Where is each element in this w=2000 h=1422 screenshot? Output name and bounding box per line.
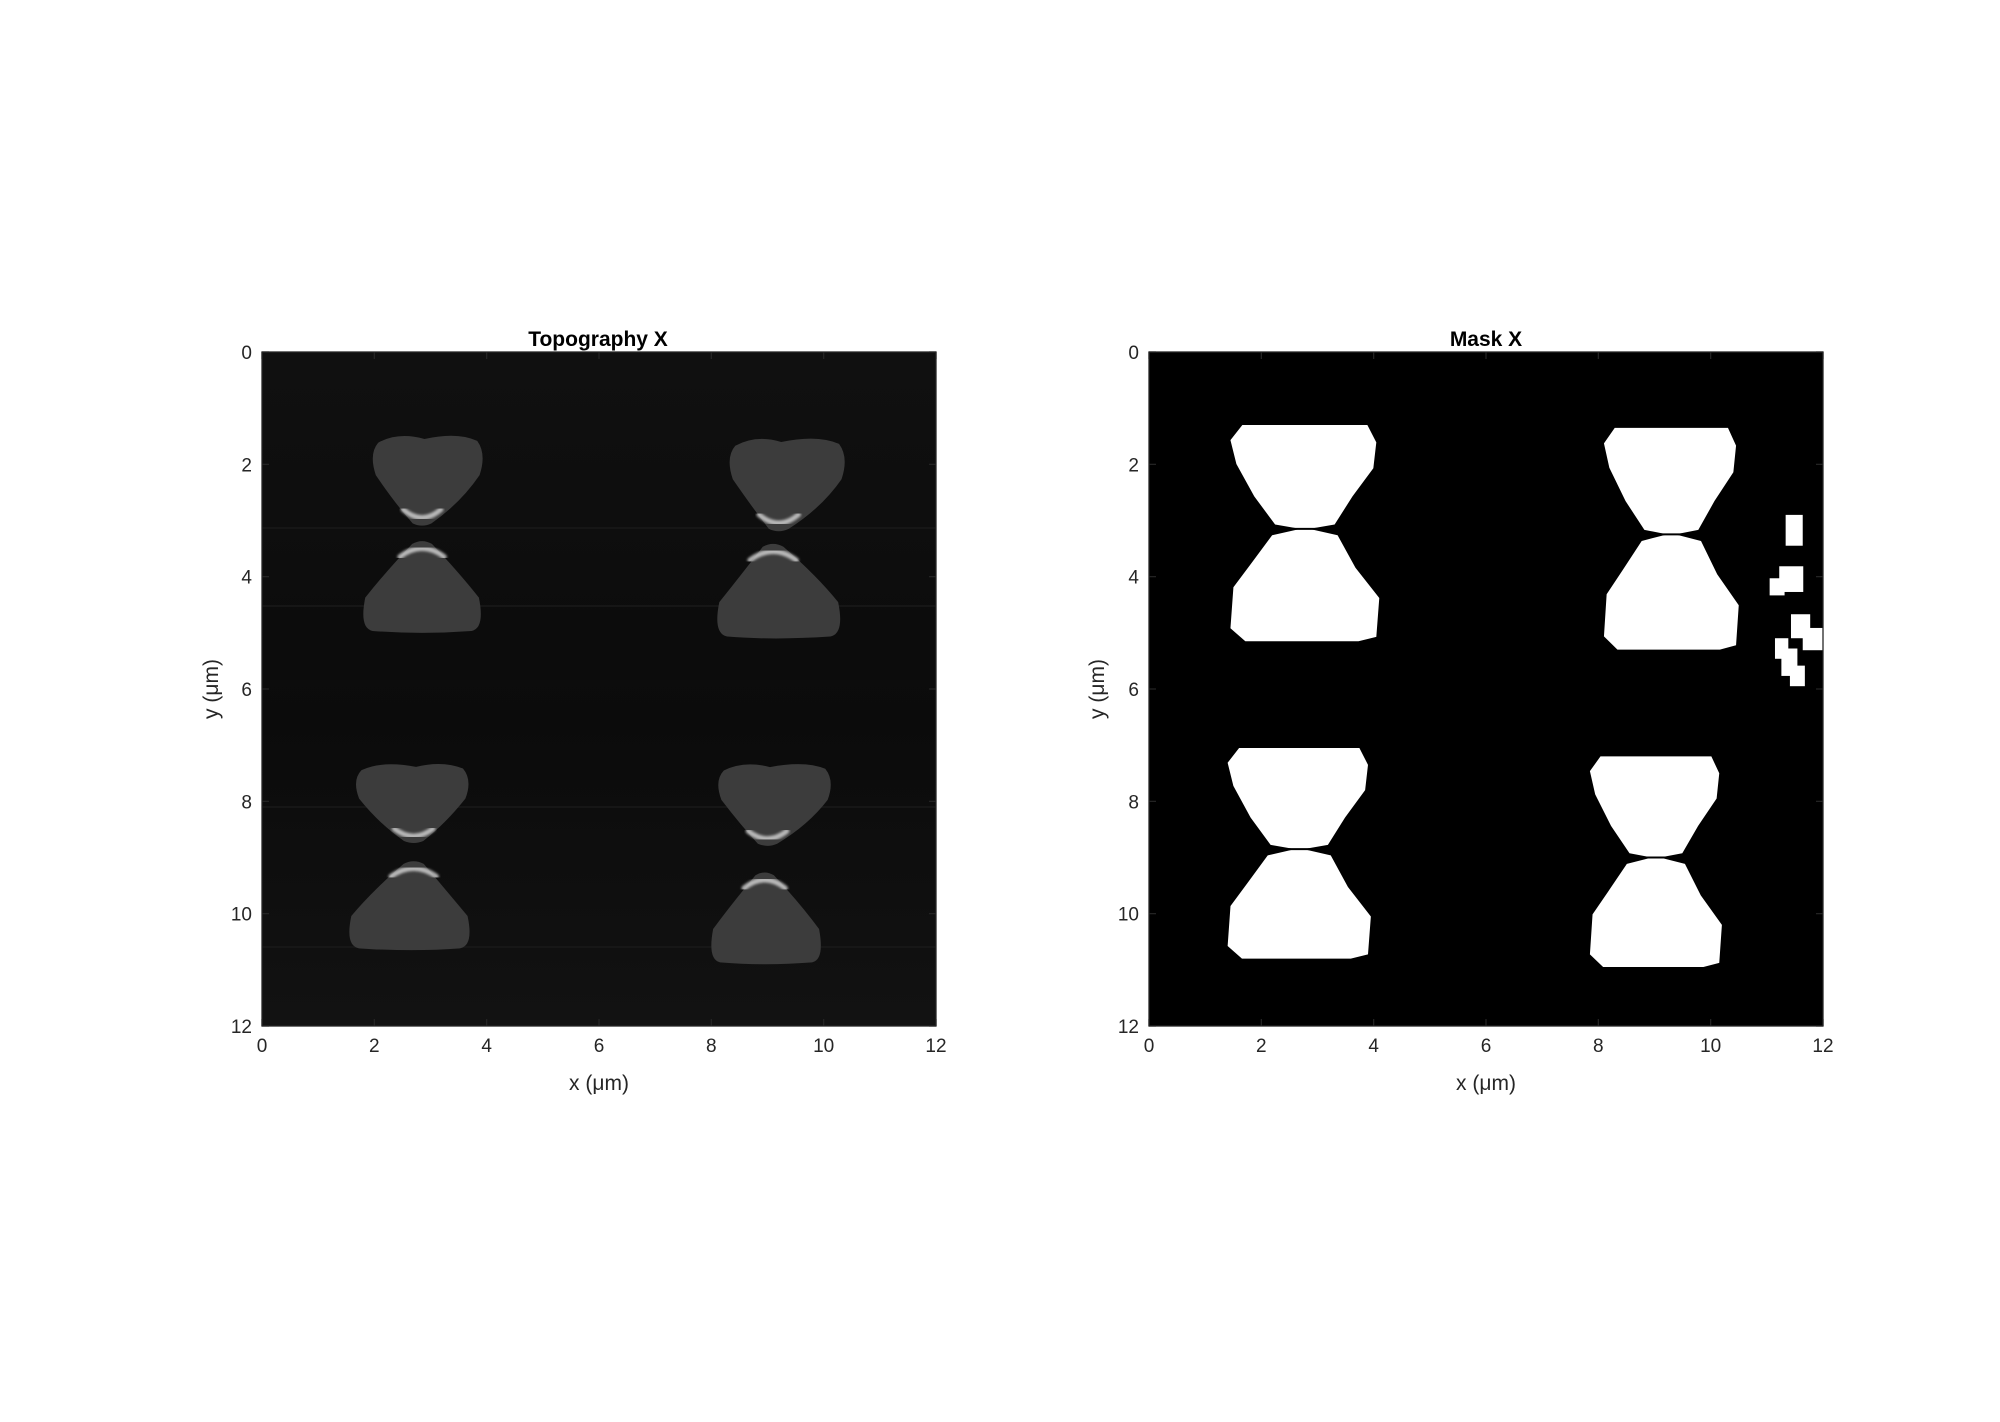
x-axis-label: x (μm)	[569, 1072, 629, 1095]
y-tick-label: 10	[1118, 905, 1139, 926]
x-tick-label: 4	[1368, 1036, 1379, 1057]
y-tick-label: 6	[241, 680, 252, 701]
y-tick-label: 8	[1128, 792, 1139, 813]
y-tick-label: 0	[241, 343, 252, 364]
mask-speck	[1785, 514, 1803, 546]
x-tick-label: 8	[1593, 1036, 1604, 1057]
x-tick-label: 12	[1812, 1036, 1833, 1057]
topography-features	[349, 435, 845, 965]
edge-highlight	[747, 549, 799, 563]
y-tick-label: 10	[231, 905, 252, 926]
y-axis-label: y (μm)	[200, 659, 223, 719]
topography-feature	[372, 435, 483, 526]
x-tick-label: 2	[1256, 1036, 1267, 1057]
x-tick-label: 6	[1481, 1036, 1492, 1057]
edge-highlight	[391, 826, 436, 839]
edge-highlight	[745, 828, 790, 842]
mask-speck	[1789, 665, 1805, 687]
y-tick-label: 12	[231, 1017, 252, 1038]
x-tick-label: 8	[706, 1036, 717, 1057]
x-tick-label: 2	[369, 1036, 380, 1057]
y-tick-label: 4	[1128, 568, 1139, 589]
topography-feature	[349, 861, 470, 951]
mask-bowtie	[1227, 747, 1371, 959]
y-tick-label: 8	[241, 792, 252, 813]
topography-feature	[363, 541, 481, 633]
y-tick-label: 2	[1128, 455, 1139, 476]
mask-bowtie	[1603, 427, 1739, 650]
y-tick-label: 0	[1128, 343, 1139, 364]
topography-feature	[711, 872, 821, 965]
mask-speck	[1802, 627, 1823, 651]
mask-bowtie	[1230, 425, 1380, 642]
y-tick-label: 2	[241, 455, 252, 476]
mask-bowtie	[1589, 756, 1722, 968]
x-tick-label: 10	[813, 1036, 834, 1057]
topography-feature	[729, 438, 845, 532]
topography-feature	[717, 543, 841, 639]
chart-title: Mask X	[1450, 328, 1522, 351]
y-tick-label: 6	[1128, 680, 1139, 701]
x-tick-label: 10	[1700, 1036, 1721, 1057]
x-tick-label: 0	[1144, 1036, 1155, 1057]
y-tick-label: 4	[241, 568, 252, 589]
x-tick-label: 12	[925, 1036, 946, 1057]
edge-highlight	[400, 506, 444, 521]
edge-highlight	[388, 865, 439, 879]
chart-title: Topography X	[528, 328, 668, 351]
topography-feature	[718, 764, 831, 846]
edge-highlight	[756, 512, 802, 526]
x-tick-label: 6	[594, 1036, 605, 1057]
mask-regions	[1227, 425, 1823, 968]
y-tick-label: 12	[1118, 1017, 1139, 1038]
x-axis-label: x (μm)	[1456, 1072, 1516, 1095]
y-axis-label: y (μm)	[1086, 659, 1109, 719]
edge-highlight	[741, 877, 788, 891]
x-tick-label: 0	[257, 1036, 268, 1057]
topography-feature	[356, 764, 469, 844]
mask-speck	[1779, 566, 1804, 592]
x-tick-label: 4	[481, 1036, 492, 1057]
edge-highlight	[397, 546, 447, 560]
